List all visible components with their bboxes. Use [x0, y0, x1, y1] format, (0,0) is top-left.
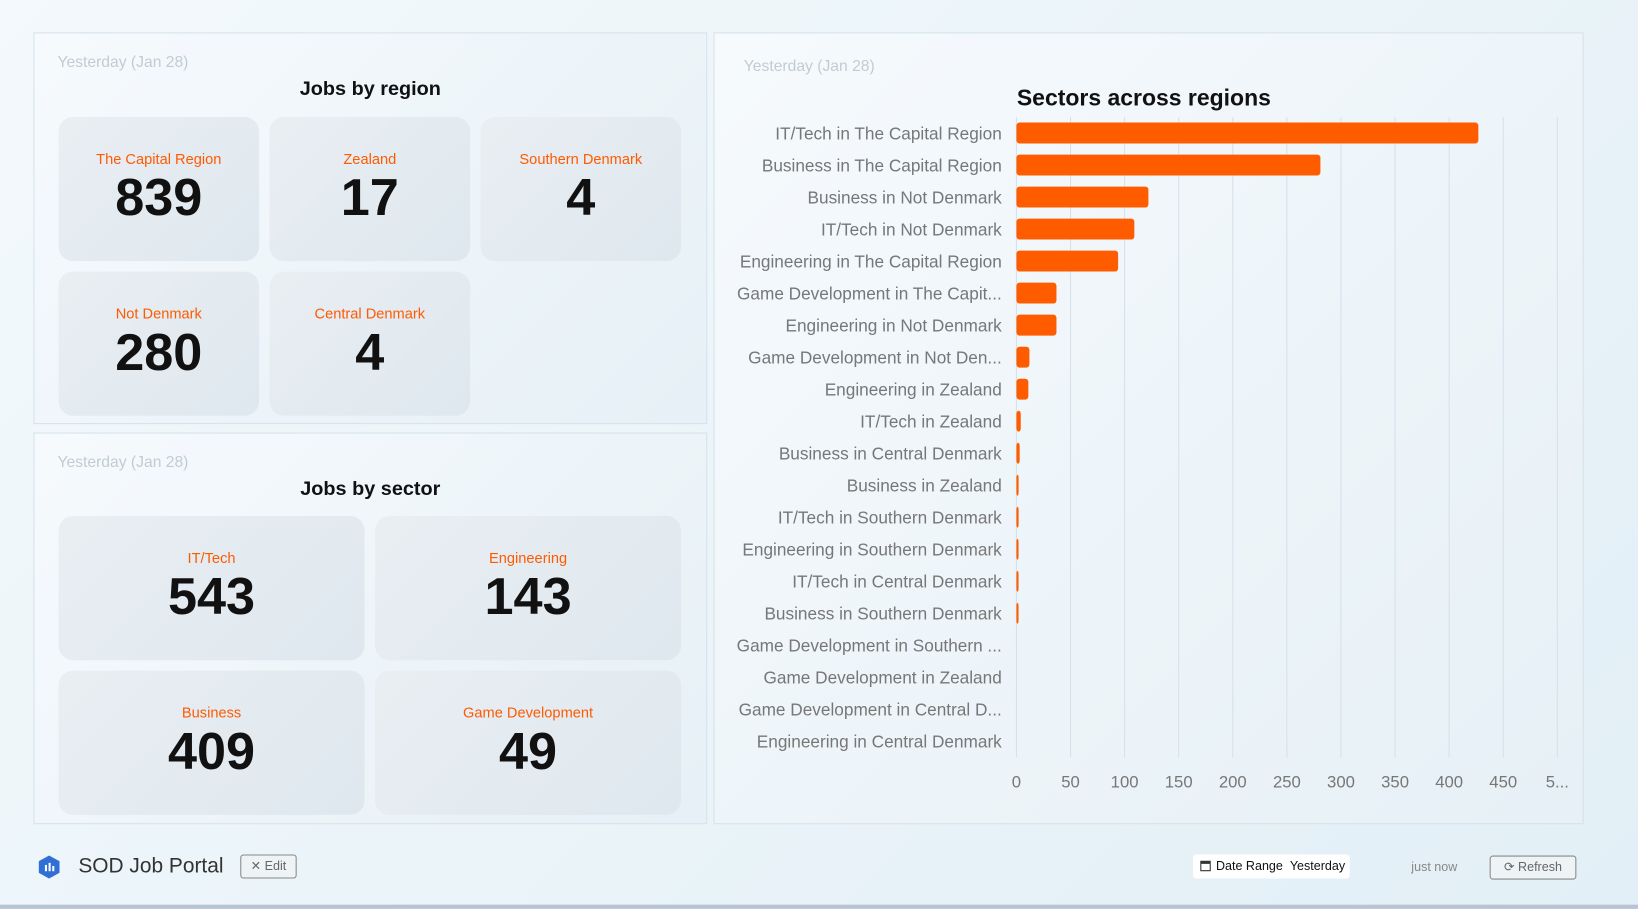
- x-tick-label: 5...: [1546, 773, 1569, 792]
- category-label: Engineering in Southern Denmark: [742, 540, 1002, 560]
- bar: [1016, 378, 1029, 400]
- refresh-label: Refresh: [1518, 859, 1562, 875]
- panel-title: Jobs by region: [299, 78, 441, 101]
- kpi-label: Business: [181, 704, 242, 721]
- x-tick-label: 50: [1061, 773, 1080, 792]
- kpi-value: 49: [499, 721, 558, 781]
- kpi-label: Not Denmark: [115, 305, 202, 322]
- bar: [1016, 122, 1479, 144]
- date-label: Yesterday (Jan 28): [57, 453, 189, 472]
- bar: [1016, 506, 1019, 528]
- kpi-label: Engineering: [489, 549, 568, 567]
- kpi-value: 17: [340, 168, 399, 227]
- refresh-icon: ⟳: [1504, 859, 1519, 875]
- bar: [1016, 538, 1019, 560]
- category-label: IT/Tech in Zealand: [860, 411, 1002, 431]
- calendar-icon: [1200, 860, 1211, 872]
- bar: [1016, 186, 1149, 208]
- edit-label: Edit: [264, 858, 287, 874]
- panel-title: Jobs by sector: [300, 478, 441, 501]
- x-tick-label: 400: [1435, 773, 1463, 792]
- kpi-value: 543: [167, 567, 256, 626]
- x-tick-label: 450: [1489, 773, 1517, 792]
- bar: [1016, 602, 1019, 624]
- kpi-label: IT/Tech: [187, 549, 236, 567]
- x-tick-label: 300: [1327, 773, 1355, 792]
- category-label: Business in Southern Denmark: [764, 604, 1002, 624]
- bar: [1016, 410, 1021, 432]
- category-label: Game Development in Southern ...: [737, 636, 1002, 656]
- category-label: IT/Tech in Southern Denmark: [778, 507, 1002, 527]
- date-range-label: Date Range: [1215, 858, 1283, 874]
- bar: [1016, 474, 1019, 496]
- category-label: Game Development in The Capit...: [737, 283, 1002, 303]
- date-label: Yesterday (Jan 28): [57, 53, 189, 72]
- date-range-control[interactable]: Date Range Yesterday: [1192, 854, 1350, 879]
- category-label: Engineering in The Capital Region: [740, 251, 1002, 271]
- category-label: Engineering in Not Denmark: [785, 315, 1002, 335]
- kpi-not-denmark: Not Denmark 280: [58, 271, 260, 416]
- bar: [1016, 442, 1020, 464]
- category-label: Business in Zealand: [847, 475, 1002, 495]
- kpi-value: 4: [355, 322, 385, 382]
- x-tick-label: 350: [1381, 773, 1409, 792]
- kpi-game-development: Game Development 49: [375, 670, 682, 815]
- kpi-value: 4: [566, 168, 596, 227]
- bar: [1016, 218, 1135, 240]
- kpi-value: 280: [115, 322, 203, 382]
- kpi-value: 839: [115, 168, 203, 227]
- kpi-zealand: Zealand 17: [269, 116, 471, 262]
- kpi-value: 143: [484, 567, 572, 626]
- category-label: Engineering in Zealand: [825, 379, 1002, 399]
- kpi-central-denmark: Central Denmark 4: [269, 271, 471, 416]
- x-tick-label: 250: [1273, 773, 1301, 792]
- app-logo-icon: [38, 855, 60, 879]
- kpi-label: Zealand: [343, 150, 397, 168]
- category-label: IT/Tech in Not Denmark: [821, 219, 1002, 239]
- kpi-business: Business 409: [58, 670, 365, 815]
- kpi-engineering: Engineering 143: [375, 516, 682, 661]
- category-label: Game Development in Not Den...: [748, 347, 1002, 367]
- kpi-label: Central Denmark: [314, 305, 426, 322]
- kpi-label: Southern Denmark: [519, 150, 643, 168]
- bar: [1016, 250, 1119, 272]
- kpi-it-tech: IT/Tech 543: [58, 516, 365, 661]
- x-tick-label: 100: [1111, 773, 1139, 792]
- refresh-button[interactable]: ⟳ Refresh: [1489, 855, 1577, 880]
- bar: [1016, 346, 1030, 368]
- kpi-capital-region: The Capital Region 839: [58, 116, 260, 262]
- category-label: Business in The Capital Region: [762, 155, 1002, 175]
- category-label: Game Development in Zealand: [763, 668, 1001, 688]
- app-title: SOD Job Portal: [78, 854, 224, 878]
- category-label: IT/Tech in Central Denmark: [792, 572, 1002, 592]
- chart-title: Sectors across regions: [1017, 85, 1271, 111]
- category-label: Business in Central Denmark: [779, 443, 1002, 463]
- bar: [1016, 314, 1057, 336]
- jobs-by-region-panel: Yesterday (Jan 28) Jobs by region The Ca…: [33, 32, 708, 425]
- bar: [1016, 154, 1321, 176]
- jobs-by-sector-panel: Yesterday (Jan 28) Jobs by sector IT/Tec…: [33, 432, 708, 825]
- category-label: Business in Not Denmark: [808, 187, 1003, 207]
- kpi-label: Game Development: [463, 704, 594, 721]
- category-label: Engineering in Central Denmark: [757, 732, 1002, 752]
- bar: [1016, 282, 1057, 304]
- category-label: IT/Tech in The Capital Region: [775, 123, 1002, 143]
- kpi-label: The Capital Region: [96, 150, 222, 168]
- edit-button[interactable]: ✕ Edit: [240, 854, 297, 879]
- x-tick-label: 150: [1165, 773, 1193, 792]
- last-updated: just now: [1411, 859, 1458, 875]
- bar: [1016, 570, 1019, 592]
- category-label: Game Development in Central D...: [739, 700, 1002, 720]
- bottom-divider: [0, 904, 1638, 909]
- x-tick-label: 200: [1219, 773, 1247, 792]
- date-range-value: Yesterday: [1289, 858, 1346, 874]
- kpi-southern-denmark: Southern Denmark 4: [480, 116, 682, 262]
- x-tick-label: 0: [1012, 773, 1021, 792]
- edit-icon: ✕: [250, 858, 265, 874]
- date-label: Yesterday (Jan 28): [743, 57, 875, 76]
- kpi-value: 409: [167, 721, 256, 781]
